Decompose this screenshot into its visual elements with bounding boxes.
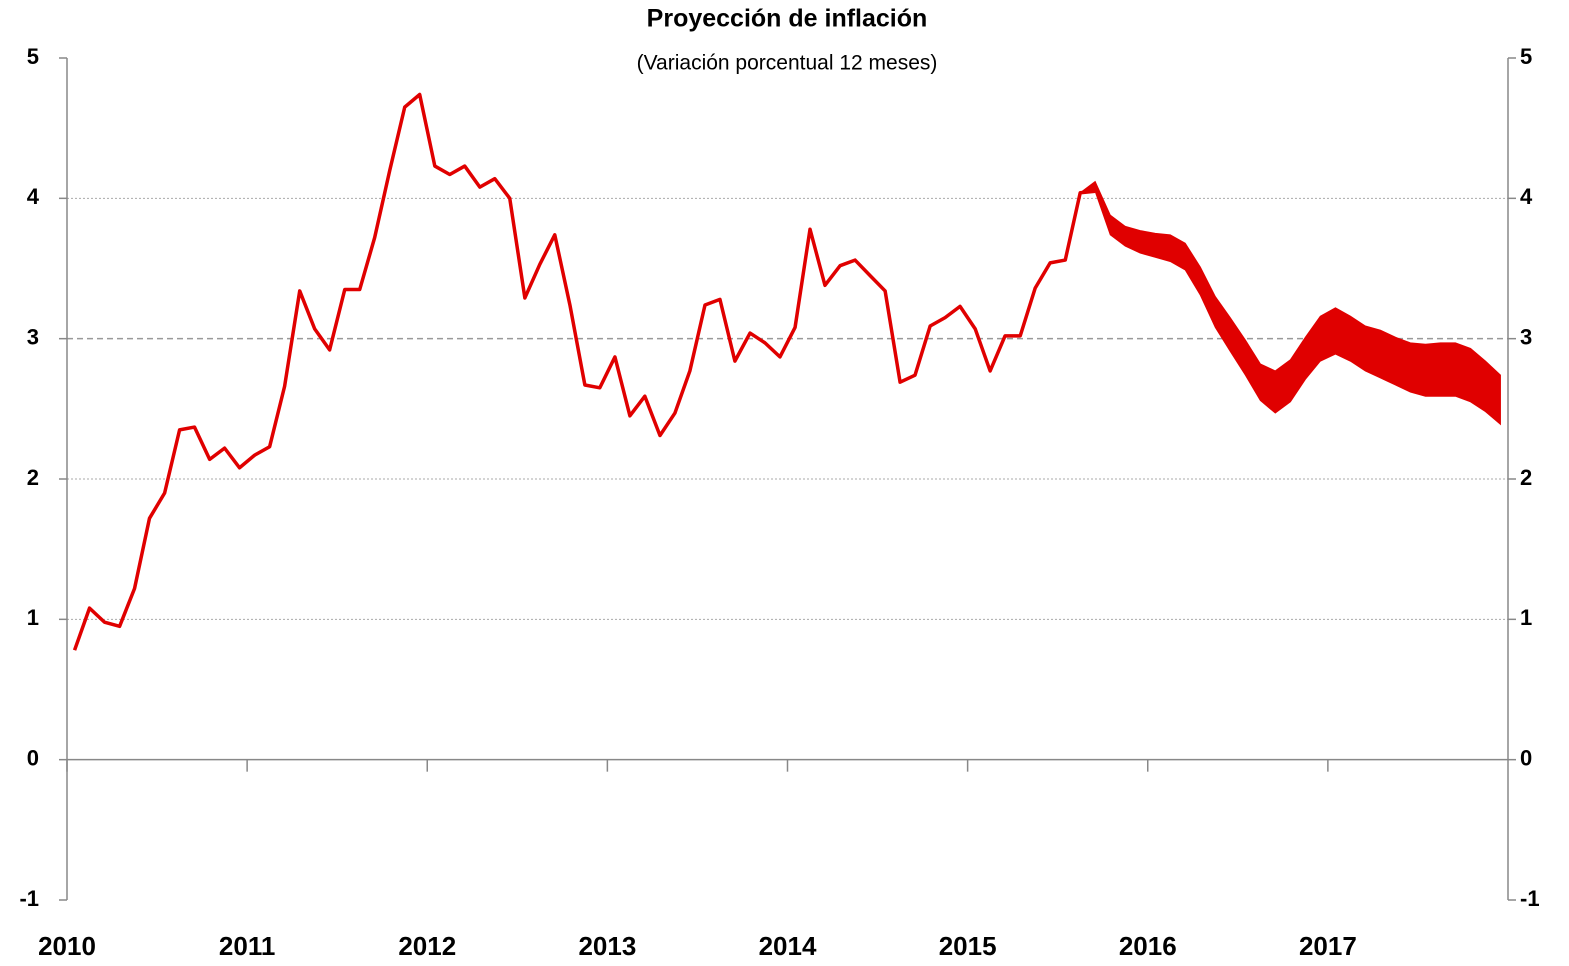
y2-tick-label: -1 (1520, 886, 1540, 911)
y-tick-label: 2 (27, 465, 39, 490)
x-tick-label: 2012 (398, 931, 456, 961)
line (72, 92, 1096, 651)
y2-tick-label: 5 (1520, 44, 1532, 69)
chart-title: Proyección de inflación (647, 5, 928, 33)
y2-tick-label: 4 (1520, 184, 1533, 209)
y2-tick-label: 0 (1520, 745, 1532, 770)
chart-subtitle: (Variación porcentual 12 meses) (637, 52, 938, 75)
x-tick-label: 2013 (578, 931, 636, 961)
x-tick-label: 2016 (1119, 931, 1177, 961)
y2-tick-label: 2 (1520, 465, 1532, 490)
forecast-band (1078, 180, 1501, 426)
y2-tick-label: 1 (1520, 605, 1532, 630)
x-tick-label: 2010 (38, 931, 96, 961)
x-tick-label: 2014 (759, 931, 817, 961)
y-tick-label: 0 (27, 745, 39, 770)
y-tick-label: 4 (27, 184, 40, 209)
y-tick-label: -1 (19, 886, 39, 911)
y-tick-label: 1 (27, 605, 39, 630)
x-tick-label: 2011 (219, 931, 275, 961)
x-tick-label: 2015 (939, 931, 997, 961)
y-tick-label: 5 (27, 44, 39, 69)
y2-tick-label: 3 (1520, 324, 1532, 349)
x-tick-label: 2017 (1299, 931, 1357, 961)
y-tick-label: 3 (27, 324, 39, 349)
